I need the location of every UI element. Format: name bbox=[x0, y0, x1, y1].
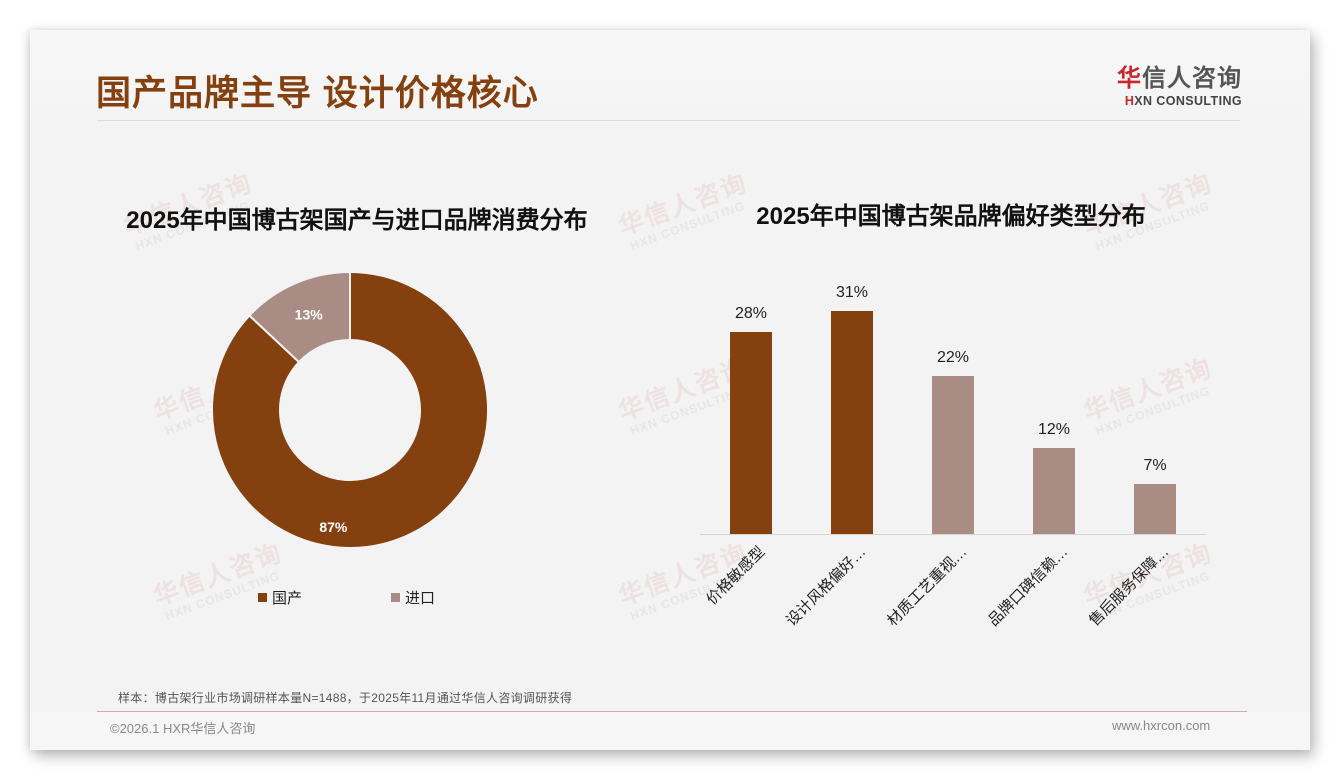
bar-value-label: 22% bbox=[936, 348, 970, 366]
donut-slice-1 bbox=[247, 270, 351, 364]
bar-chart-title: 2025年中国博古架品牌偏好类型分布 bbox=[756, 203, 1146, 230]
x-axis-category-label: 品牌口碑信赖… bbox=[985, 543, 1072, 630]
bar bbox=[730, 332, 772, 534]
sample-footnote: 样本：博古架行业市场调研样本量N=1488，于2025年11月通过华信人咨询调研… bbox=[118, 691, 573, 705]
donut-value-label: 13% bbox=[295, 307, 324, 323]
company-logo: 华信人咨询 HXN CONSULTING bbox=[1110, 65, 1242, 109]
x-axis-line bbox=[700, 534, 1206, 535]
footer-band bbox=[30, 712, 1310, 750]
header-band bbox=[30, 30, 1310, 120]
bar-value-label: 28% bbox=[734, 305, 768, 323]
slide: 华信人咨询 HXN CONSULTING 华信人咨询 HXN CONSULTING … bbox=[30, 30, 1310, 750]
logo-cn: 华信人咨询 bbox=[1117, 65, 1242, 92]
bar-value-label: 12% bbox=[1037, 420, 1071, 438]
footer-divider bbox=[97, 711, 1247, 712]
legend-swatch bbox=[258, 593, 267, 602]
bar bbox=[1033, 447, 1075, 534]
bar bbox=[831, 310, 873, 534]
x-axis-category-label: 售后服务保障… bbox=[1086, 543, 1173, 630]
copyright-text: ©2026.1 HXR华信人咨询 bbox=[110, 721, 256, 736]
header-divider bbox=[97, 120, 1240, 121]
bar bbox=[1134, 483, 1176, 534]
donut-chart: 87% 13% bbox=[211, 270, 489, 549]
legend-swatch bbox=[391, 593, 400, 602]
legend-item-domestic: 国产 bbox=[258, 590, 302, 608]
legend-item-import: 进口 bbox=[391, 590, 435, 608]
bar-chart: 28% 价格敏感型 31% 设计风格偏好… 22% 材质工艺重视… 12% 品牌口碑信赖… 7%… bbox=[700, 280, 1210, 680]
bar-value-label: 7% bbox=[1143, 456, 1167, 474]
donut-slice-0 bbox=[211, 270, 489, 549]
donut-chart-title: 2025年中国博古架国产与进口品牌消费分布 bbox=[126, 207, 588, 234]
x-axis-category-label: 价格敏感型 bbox=[703, 543, 769, 609]
x-axis-category-label: 设计风格偏好… bbox=[783, 543, 870, 630]
website-link[interactable]: www.hxrcon.com bbox=[1112, 718, 1211, 733]
bar-value-label: 31% bbox=[835, 283, 869, 301]
page-title: 国产品牌主导 设计价格核心 bbox=[96, 74, 539, 113]
logo-en: HXN CONSULTING bbox=[1124, 94, 1242, 108]
x-axis-category-label: 材质工艺重视… bbox=[884, 543, 971, 630]
bar bbox=[932, 375, 974, 534]
donut-value-label: 87% bbox=[319, 519, 348, 535]
